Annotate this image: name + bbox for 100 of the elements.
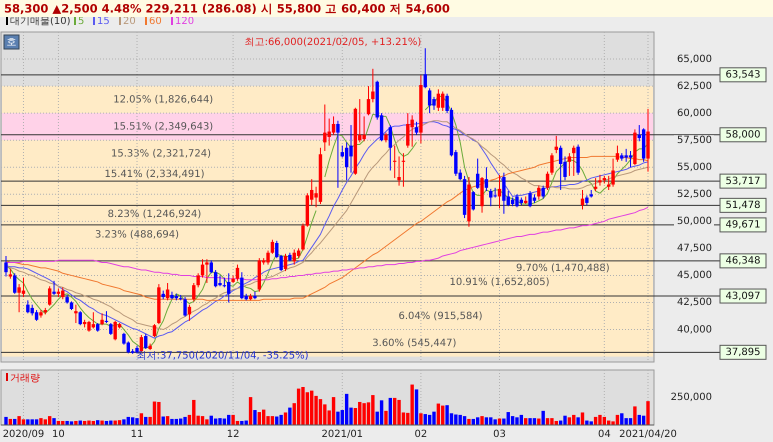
bar xyxy=(258,412,262,425)
candlestick xyxy=(323,104,327,152)
candlestick xyxy=(550,152,554,176)
bar xyxy=(493,419,497,425)
ref-line-label: 53,717 xyxy=(726,176,760,187)
band-label: 9.70% (1,470,488) xyxy=(516,263,610,274)
legend-label: 60 xyxy=(149,16,162,27)
candlestick xyxy=(362,116,366,142)
candlestick xyxy=(344,142,348,181)
x-tick-label: 03 xyxy=(493,429,506,440)
bar xyxy=(279,414,283,425)
candlestick xyxy=(392,145,396,179)
candlestick xyxy=(144,333,148,350)
bar xyxy=(122,419,126,425)
bar xyxy=(541,410,545,425)
band-label: 10.91% (1,652,805) xyxy=(450,277,550,288)
bar xyxy=(166,416,170,425)
bar xyxy=(162,416,165,425)
candlestick xyxy=(210,260,213,274)
bar xyxy=(568,417,572,425)
bar xyxy=(585,420,589,425)
candlestick xyxy=(100,312,104,326)
bar xyxy=(428,414,432,425)
ref-line-label: 46,348 xyxy=(726,256,760,267)
bar xyxy=(34,419,38,425)
bar xyxy=(410,384,414,425)
bar xyxy=(248,397,252,425)
legend-label: 20 xyxy=(123,16,136,27)
candlestick xyxy=(332,116,336,136)
candlestick xyxy=(336,120,340,188)
candlestick xyxy=(92,312,96,329)
candlestick xyxy=(26,300,30,314)
bar xyxy=(362,403,366,425)
band-label: 15.41% (2,334,491) xyxy=(104,168,205,180)
bar xyxy=(576,417,580,425)
ref-line-label: 49,671 xyxy=(726,220,760,231)
y-tick-label: 47,500 xyxy=(677,243,712,254)
candlestick xyxy=(13,272,16,294)
band-label: 8.23% (1,246,924) xyxy=(108,209,202,220)
candlestick xyxy=(428,88,432,114)
x-tick-label: 10 xyxy=(52,429,65,440)
candlestick xyxy=(205,258,209,284)
y-tick-label: 45,000 xyxy=(677,270,712,282)
bar xyxy=(39,418,43,425)
x-tick-label: 04 xyxy=(598,429,611,440)
bar xyxy=(253,410,257,425)
bar xyxy=(484,417,488,425)
candlestick xyxy=(52,280,56,296)
candlestick xyxy=(266,250,270,266)
bar xyxy=(231,414,235,425)
candlestick xyxy=(192,282,196,302)
candlestick xyxy=(554,135,558,154)
chart-title: 58,300 ▲2,500 4.48% 229,211 (286.08) 시 55,800 고 60,400 저 54,600 xyxy=(4,2,450,16)
candlestick xyxy=(152,324,156,338)
bar xyxy=(520,414,524,425)
candlestick xyxy=(546,171,550,190)
bar xyxy=(78,420,82,425)
band-label: 6.04% (915,584) xyxy=(398,310,483,322)
band-label: 3.60% (545,447) xyxy=(372,338,456,349)
y-tick-label: 52,500 xyxy=(677,189,712,200)
candlestick xyxy=(541,185,545,200)
annotation: 호 xyxy=(6,37,16,48)
candlestick xyxy=(188,304,192,322)
candlestick xyxy=(616,145,620,162)
bar xyxy=(205,419,209,425)
bar xyxy=(296,388,300,425)
candlestick xyxy=(22,277,26,298)
bar xyxy=(510,416,514,425)
candlestick xyxy=(402,152,406,188)
bar xyxy=(642,416,646,425)
y-tick-label: 62,500 xyxy=(677,80,712,92)
candlestick xyxy=(572,145,576,176)
candlestick xyxy=(606,175,610,190)
chart-title: 거래량 xyxy=(10,373,40,384)
bar xyxy=(388,398,392,425)
candlestick xyxy=(200,258,204,278)
y-tick-label: 65,000 xyxy=(677,54,712,65)
candlestick xyxy=(624,148,628,162)
legend-label: 5 xyxy=(78,16,84,27)
annotation: 최고:66,000(2021/02/05, +13.21%) xyxy=(244,37,422,48)
bar xyxy=(336,412,340,425)
x-tick-label: 2021/04/20 xyxy=(619,429,677,440)
legend-title: 대기매물(10) xyxy=(10,16,71,27)
legend-label: 15 xyxy=(97,16,110,27)
bar xyxy=(222,418,226,425)
ref-line-label: 51,478 xyxy=(726,200,760,212)
candlestick xyxy=(424,48,427,89)
ref-line-label: 43,097 xyxy=(726,290,760,302)
y-tick-label: 40,000 xyxy=(677,324,712,336)
bar xyxy=(602,416,606,425)
x-tick-label: 11 xyxy=(130,429,144,440)
candlestick xyxy=(484,166,488,192)
bar xyxy=(144,416,148,425)
candlestick xyxy=(296,248,300,259)
bar xyxy=(616,414,620,425)
candlestick xyxy=(74,304,78,324)
y-tick-label: 55,000 xyxy=(677,162,712,173)
candlestick xyxy=(240,272,244,300)
candlestick xyxy=(472,190,476,212)
bar xyxy=(476,417,480,425)
